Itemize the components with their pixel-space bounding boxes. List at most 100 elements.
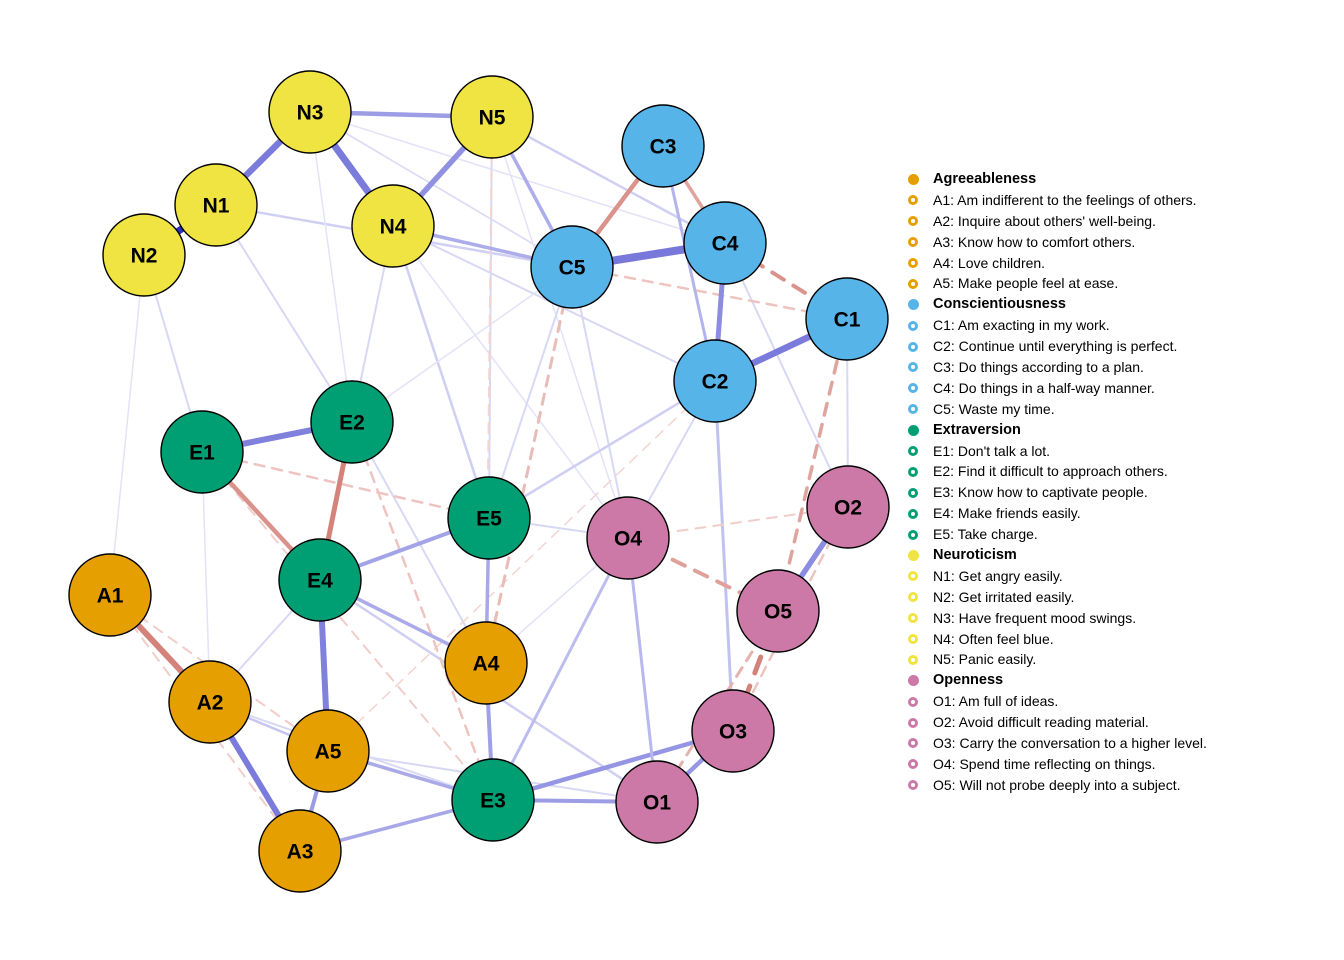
- legend-item-e5: E5: Take charge.: [908, 524, 1207, 545]
- node-circle-O5: [736, 569, 820, 653]
- node-circle-A3: [258, 809, 342, 893]
- legend-item-n1: N1: Get angry easily.: [908, 566, 1207, 587]
- legend-item-label: E5: Take charge.: [933, 526, 1038, 543]
- legend-item-marker-icon: [908, 508, 918, 519]
- node-label-E3: E3: [480, 789, 506, 812]
- node-circle-E4: [278, 538, 362, 622]
- edge-C2-O3: [713, 380, 735, 732]
- node-label-A1: A1: [97, 584, 124, 607]
- edge-C5-A4: [484, 265, 574, 665]
- edge-E1-E3: [201, 451, 494, 801]
- node-label-N2: N2: [131, 244, 158, 267]
- legend-item-label: N3: Have frequent mood swings.: [933, 609, 1137, 626]
- node-label-A5: A5: [315, 740, 342, 763]
- edge-N4-O4: [392, 225, 629, 539]
- node-label-N1: N1: [203, 194, 230, 217]
- legend-item-e4: E4: Make friends easily.: [908, 503, 1207, 524]
- legend-item-label: N4: Often feel blue.: [933, 630, 1054, 647]
- node-O1: O1: [615, 760, 699, 844]
- legend-item-label: A2: Inquire about others' well-being.: [933, 212, 1156, 229]
- legend-item-marker-icon: [908, 404, 918, 415]
- legend-item-label: A3: Know how to comfort others.: [933, 233, 1136, 250]
- legend-item-marker-icon: [908, 613, 918, 624]
- node-C1: C1: [805, 277, 889, 361]
- node-circle-E1: [160, 410, 244, 494]
- node-circle-E5: [447, 476, 531, 560]
- legend-item-label: N2: Get irritated easily.: [933, 588, 1075, 605]
- edge-C5-O4: [571, 266, 629, 539]
- legend-item-e1: E1: Don't talk a lot.: [908, 441, 1207, 462]
- node-O3: O3: [691, 689, 775, 773]
- legend-group-marker-icon: [908, 675, 919, 687]
- legend-item-e2: E2: Find it difficult to approach others…: [908, 461, 1207, 482]
- legend-item-n3: N3: Have frequent mood swings.: [908, 608, 1207, 629]
- node-label-O1: O1: [643, 791, 671, 814]
- legend-group-name: Extraversion: [933, 421, 1021, 438]
- legend-item-marker-icon: [908, 529, 918, 540]
- legend-item-label: A1: Am indifferent to the feelings of ot…: [933, 191, 1197, 208]
- node-label-N4: N4: [380, 215, 407, 238]
- edge-C2-E5: [488, 379, 716, 520]
- node-circle-C1: [805, 277, 889, 361]
- edge-C1-O5: [776, 317, 849, 613]
- node-N2: N2: [102, 213, 186, 297]
- legend-item-marker-icon: [908, 654, 918, 665]
- node-label-A4: A4: [473, 652, 500, 675]
- node-label-O2: O2: [834, 496, 862, 519]
- legend-item-marker-icon: [908, 341, 918, 352]
- legend-item-label: C3: Do things according to a plan.: [933, 359, 1144, 376]
- node-circle-N4: [351, 184, 435, 268]
- edge-O4-O1: [626, 537, 659, 803]
- legend-item-marker-icon: [908, 738, 918, 749]
- node-label-C3: C3: [650, 135, 677, 158]
- edge-N3-E2: [309, 111, 353, 423]
- legend-item-marker-icon: [908, 571, 918, 582]
- legend-item-marker-icon: [908, 195, 918, 206]
- legend-item-marker-icon: [908, 383, 918, 394]
- node-circle-N3: [268, 70, 352, 154]
- node-O4: O4: [586, 496, 670, 580]
- node-label-A3: A3: [287, 840, 314, 863]
- legend-item-label: N1: Get angry easily.: [933, 567, 1063, 584]
- legend-item-o3: O3: Carry the conversation to a higher l…: [908, 733, 1207, 754]
- legend-item-marker-icon: [908, 216, 918, 227]
- node-circle-A1: [68, 553, 152, 637]
- edge-N3-C5: [309, 111, 573, 268]
- node-E2: E2: [310, 380, 394, 464]
- legend-item-marker-icon: [908, 780, 918, 791]
- legend-item-o4: O4: Spend time reflecting on things.: [908, 754, 1207, 775]
- node-C3: C3: [621, 104, 705, 188]
- edge-N2-A1: [109, 254, 145, 596]
- node-circle-A2: [168, 660, 252, 744]
- legend-item-marker-icon: [908, 237, 918, 248]
- node-circle-E3: [451, 758, 535, 842]
- legend-item-label: C5: Waste my time.: [933, 400, 1055, 417]
- legend-item-c3: C3: Do things according to a plan.: [908, 357, 1207, 378]
- node-circle-O2: [806, 465, 890, 549]
- legend-item-label: A5: Make people feel at ease.: [933, 275, 1119, 292]
- node-E1: E1: [160, 410, 244, 494]
- legend-item-marker-icon: [908, 592, 918, 603]
- node-label-N5: N5: [479, 106, 506, 129]
- legend-item-a3: A3: Know how to comfort others.: [908, 232, 1207, 253]
- legend-group-name: Neuroticism: [933, 547, 1017, 564]
- node-A4: A4: [444, 621, 528, 705]
- node-A2: A2: [168, 660, 252, 744]
- legend-item-c4: C4: Do things in a half-way manner.: [908, 378, 1207, 399]
- legend-group-openness: Openness: [908, 670, 1207, 691]
- legend-item-e3: E3: Know how to captivate people.: [908, 482, 1207, 503]
- legend-group-name: Conscientiousness: [933, 296, 1066, 313]
- node-O2: O2: [806, 465, 890, 549]
- legend-item-a4: A4: Love children.: [908, 253, 1207, 274]
- edge-N3-C4: [309, 111, 726, 244]
- legend-item-label: O2: Avoid difficult reading material.: [933, 714, 1149, 731]
- legend-item-c5: C5: Waste my time.: [908, 399, 1207, 420]
- legend-item-a1: A1: Am indifferent to the feelings of ot…: [908, 190, 1207, 211]
- node-circle-C5: [530, 225, 614, 309]
- legend-item-marker-icon: [908, 466, 918, 477]
- node-circle-C3: [621, 104, 705, 188]
- node-circle-O1: [615, 760, 699, 844]
- node-C2: C2: [673, 339, 757, 423]
- node-N5: N5: [450, 75, 534, 159]
